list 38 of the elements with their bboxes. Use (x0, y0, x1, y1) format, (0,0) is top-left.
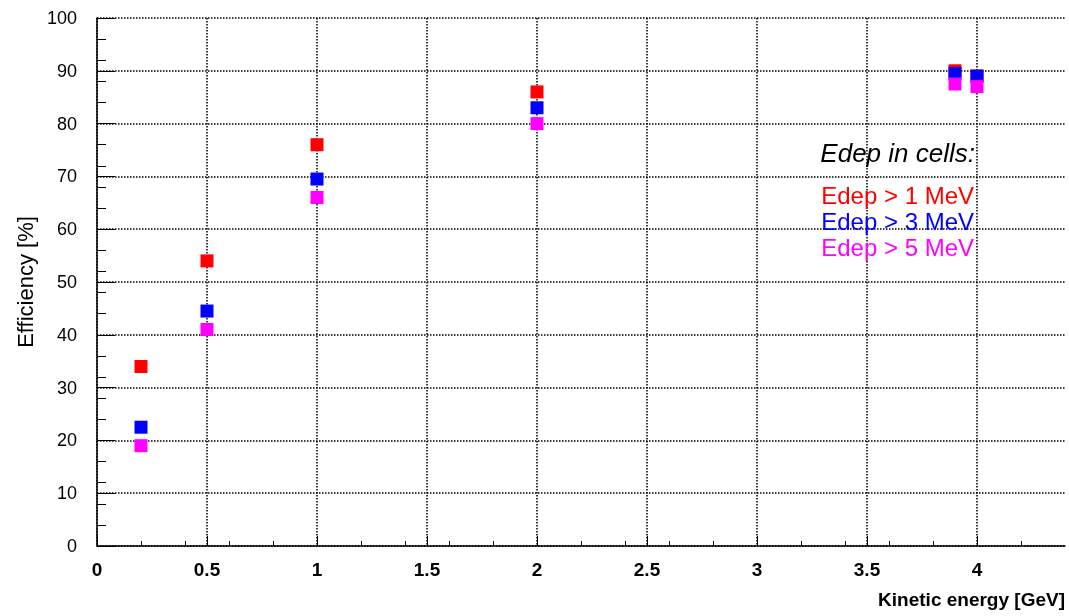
point (200, 254, 214, 268)
y-tick-label: 20 (56, 430, 77, 451)
point (310, 191, 324, 205)
y-tick-label: 30 (56, 377, 77, 398)
y-tick-label: 50 (56, 272, 77, 292)
x-tick-label: 3.5 (853, 559, 881, 580)
point (134, 420, 148, 434)
y-axis-title: Efficiency [%] (12, 216, 38, 348)
y-tick-label: 0 (66, 536, 77, 556)
point (948, 77, 962, 91)
x-tick-label: 2 (531, 559, 543, 580)
y-tick-label: 70 (56, 166, 77, 187)
x-tick-label: 2.5 (633, 559, 661, 580)
legend-title: Edep in cells: (820, 138, 976, 168)
x-tick-label: 1 (311, 559, 323, 580)
point (200, 323, 214, 337)
y-tick-label: 10 (56, 483, 77, 504)
x-tick-label: 3 (751, 559, 763, 580)
y-tick-label: 40 (56, 324, 77, 345)
point (530, 85, 544, 99)
x-tick-label: 0.5 (193, 559, 221, 580)
point (530, 101, 544, 115)
x-axis-title: Kinetic energy [GeV] (878, 589, 1065, 610)
point (200, 304, 214, 318)
point (970, 80, 984, 94)
x-tick-label: 0 (91, 559, 103, 580)
point (134, 439, 148, 453)
point (134, 359, 148, 373)
y-tick-label: 90 (56, 60, 77, 81)
y-tick-label: 100 (46, 8, 77, 28)
point (530, 117, 544, 131)
x-tick-label: 1.5 (413, 559, 441, 580)
y-tick-label: 60 (56, 219, 77, 240)
text: Edep > 1 MeV (821, 181, 974, 209)
point (310, 138, 324, 152)
y-tick-label: 80 (56, 113, 77, 134)
point (310, 172, 324, 186)
x-tick-label: 4 (971, 559, 983, 580)
